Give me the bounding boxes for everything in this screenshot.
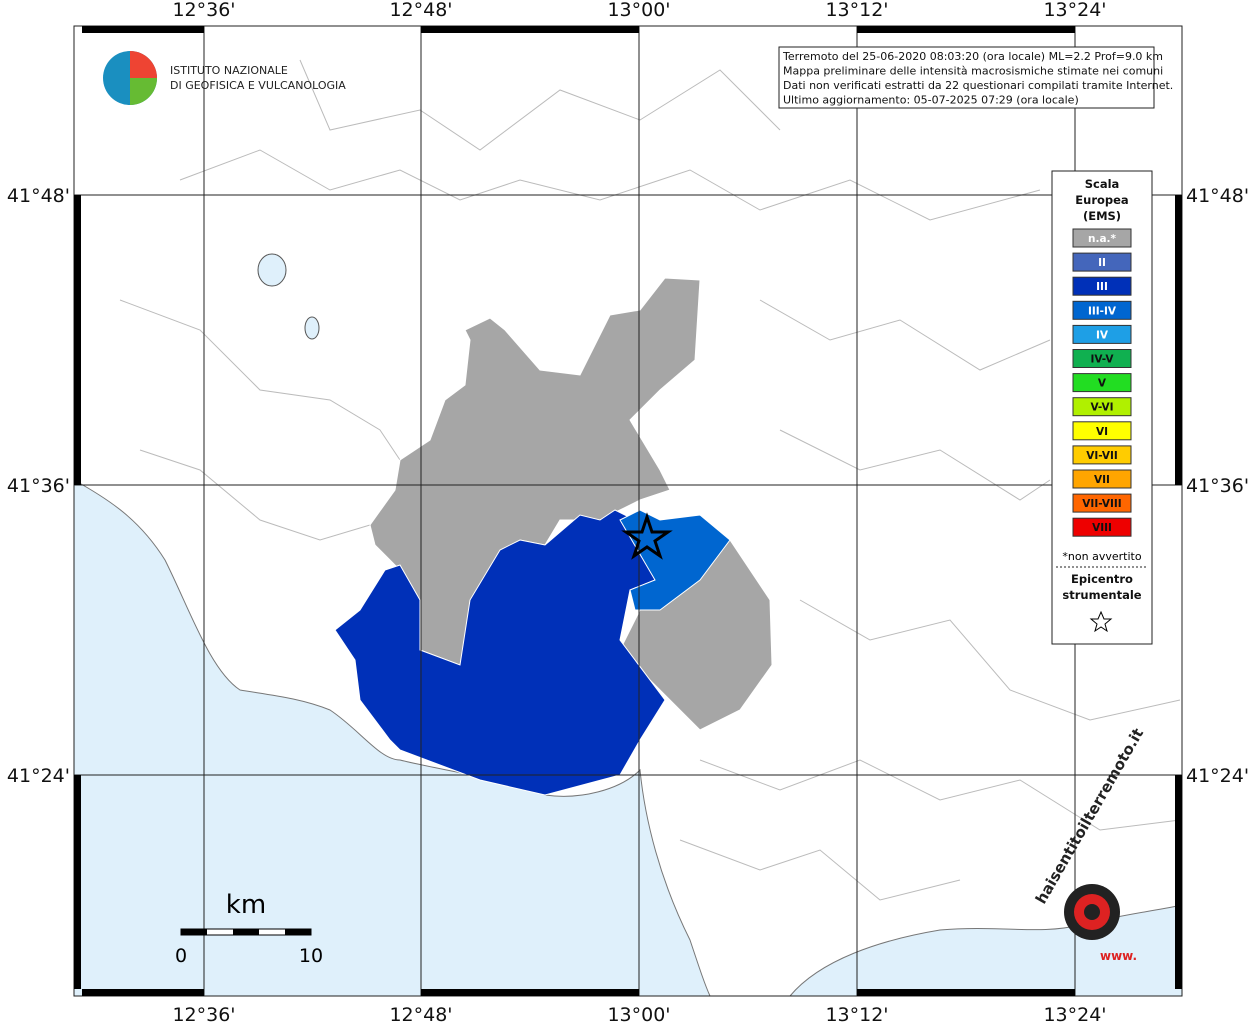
lake [257, 253, 287, 287]
region-na [369, 277, 701, 666]
legend-swatch [1072, 300, 1132, 320]
legend-swatch [1072, 445, 1132, 465]
logo-text: ISTITUTO NAZIONALE [170, 64, 288, 77]
legend-swatch [1072, 517, 1132, 537]
legend-note: *non avvertito [1062, 550, 1141, 563]
legend-epicenter: Epicentro [1071, 572, 1133, 586]
ingv-logo [130, 51, 157, 78]
ingv-logo [130, 78, 157, 105]
legend-star [1089, 610, 1113, 633]
legend-label: III [1096, 281, 1108, 293]
lake [304, 316, 320, 340]
legend-title: Scala [1085, 177, 1120, 191]
lon-label: 13°00' [607, 0, 670, 21]
sea [73, 479, 711, 997]
scale-bar [285, 929, 311, 935]
legend-label: n.a.* [1088, 233, 1117, 245]
legend-swatch [1072, 276, 1132, 296]
info-line: Ultimo aggiornamento: 05-07-2025 07:29 (… [783, 94, 1079, 107]
region-iii-iv [619, 509, 731, 611]
info-line: Dati non verificati estratti da 22 quest… [783, 79, 1173, 92]
watermark-www: www. [1100, 949, 1137, 963]
legend-swatch [1072, 252, 1132, 272]
lon-label: 12°48' [389, 0, 452, 21]
scale-bar [181, 929, 207, 935]
legend-swatch [1072, 228, 1132, 248]
municipal-borders [119, 59, 1181, 901]
legend-swatch [1072, 493, 1132, 513]
legend-swatch [1072, 397, 1132, 417]
scale-bar [233, 929, 259, 935]
lat-label: 41°36' [7, 475, 70, 497]
legend-title: Europea [1075, 193, 1128, 207]
legend-epicenter: strumentale [1062, 588, 1141, 602]
lat-label: 41°48' [7, 185, 70, 207]
info-line: Terremoto del 25-06-2020 08:03:20 (ora l… [782, 50, 1163, 63]
legend-label: VI [1096, 426, 1108, 438]
epicenter-star [621, 512, 673, 560]
info-box [778, 46, 1155, 109]
lon-label: 13°12' [825, 1004, 888, 1024]
legend-swatch [1072, 469, 1132, 489]
legend-swatch [1072, 324, 1132, 344]
lon-label: 13°00' [607, 1004, 670, 1024]
lon-label: 12°48' [389, 1004, 452, 1024]
lat-label: 41°24' [7, 765, 70, 787]
legend-label: VII-VIII [1082, 498, 1121, 510]
lat-label: 41°36' [1186, 475, 1249, 497]
legend-label: II [1098, 257, 1106, 269]
legend-swatch [1072, 373, 1132, 393]
scale-end: 10 [299, 945, 323, 967]
lon-label: 12°36' [172, 1004, 235, 1024]
legend-swatch [1072, 421, 1132, 441]
lon-label: 13°12' [825, 0, 888, 21]
lon-label: 12°36' [172, 0, 235, 21]
lon-label: 13°24' [1043, 1004, 1106, 1024]
legend-box [1051, 170, 1153, 645]
info-line: Mappa preliminare delle intensità macros… [783, 65, 1163, 78]
lat-label: 41°24' [1186, 765, 1249, 787]
watermark-logo [1084, 904, 1100, 920]
legend-label: VII [1094, 474, 1110, 486]
legend-title: (EMS) [1083, 209, 1121, 223]
logo-text: DI GEOFISICA E VULCANOLOGIA [170, 79, 346, 92]
legend-label: IV [1096, 329, 1109, 341]
scale-unit: km [226, 890, 266, 920]
legend-label: VIII [1092, 522, 1112, 534]
lon-label: 13°24' [1043, 0, 1106, 21]
legend-label: V [1098, 378, 1107, 390]
legend-label: VI-VII [1086, 450, 1118, 462]
frame-ticks [74, 26, 1182, 996]
legend-label: IV-V [1091, 354, 1115, 366]
legend-swatch [1072, 349, 1132, 368]
lat-label: 41°48' [1186, 185, 1249, 207]
legend-label: V-VI [1091, 402, 1114, 414]
scale-start: 0 [175, 945, 187, 967]
legend-label: III-IV [1088, 305, 1117, 317]
